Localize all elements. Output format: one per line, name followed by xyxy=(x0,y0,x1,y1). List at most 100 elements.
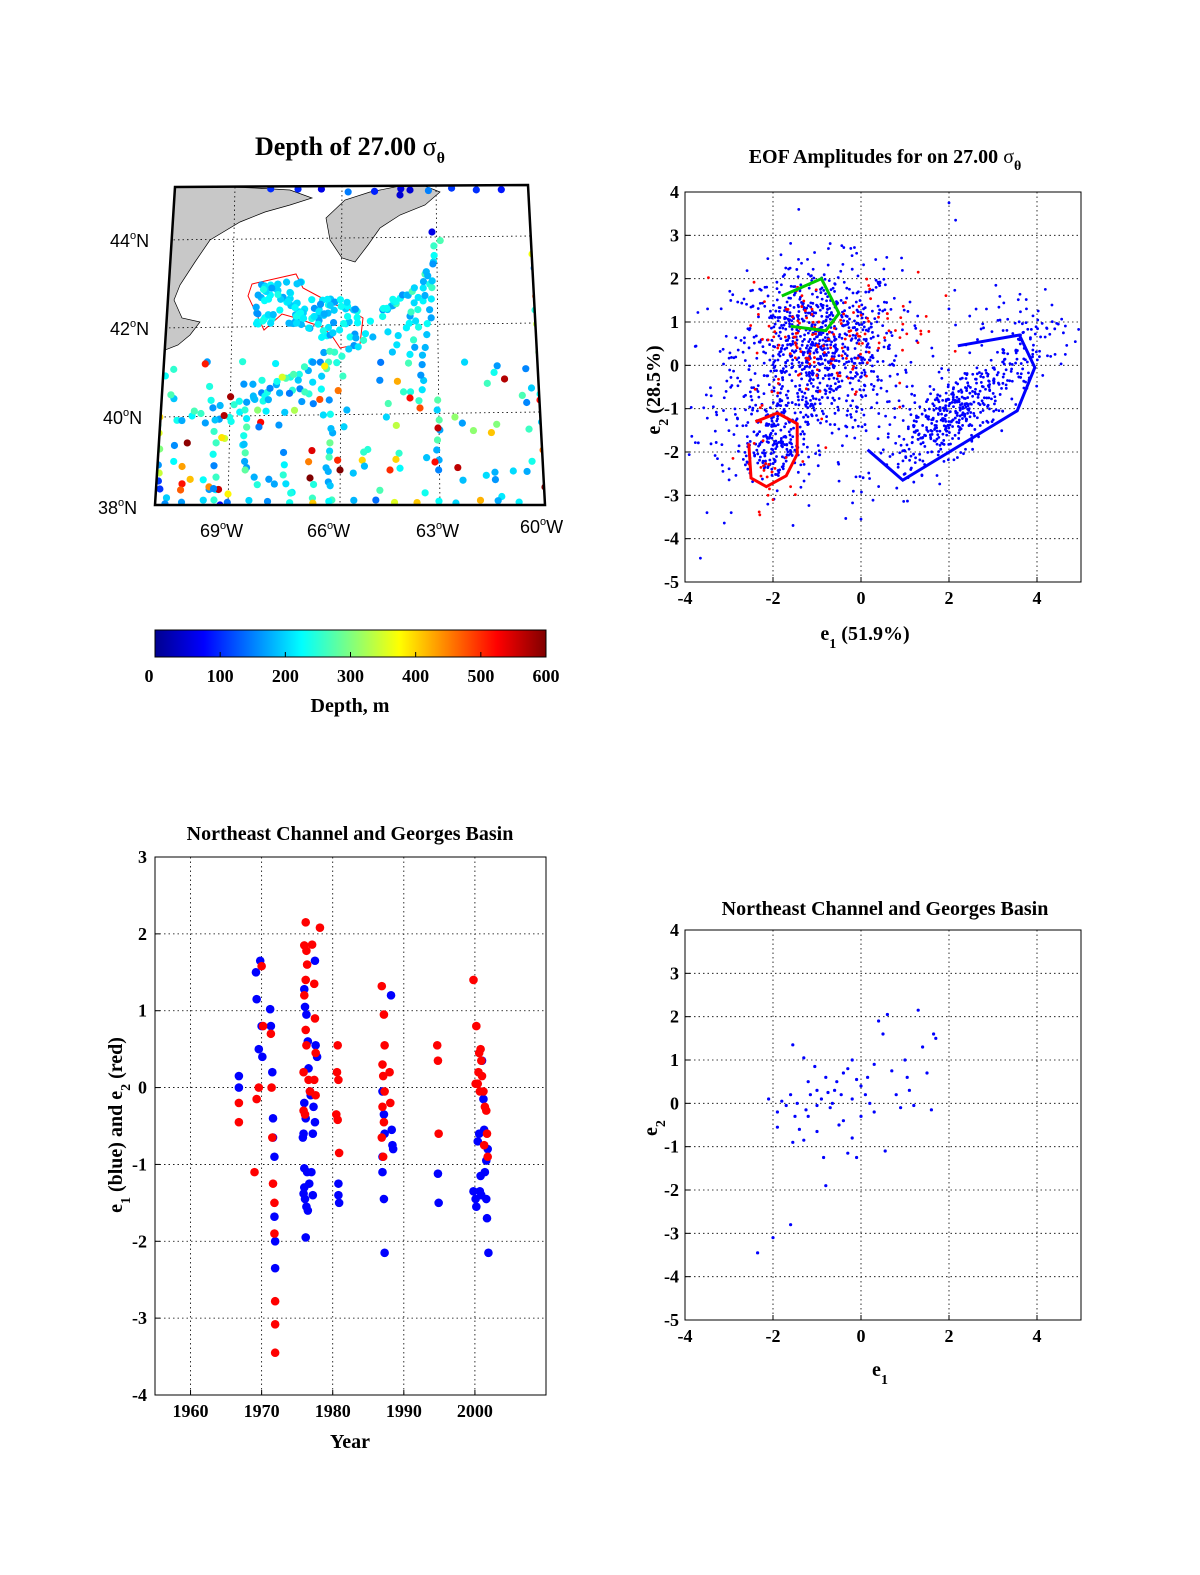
data-point xyxy=(773,345,777,349)
data-point xyxy=(905,1075,909,1079)
station-point xyxy=(259,285,268,294)
data-point xyxy=(840,444,844,448)
data-point xyxy=(946,385,950,389)
data-point xyxy=(776,469,780,472)
data-point xyxy=(234,1083,244,1092)
data-point xyxy=(1006,317,1010,321)
data-point xyxy=(268,1133,277,1142)
data-point xyxy=(311,1090,320,1100)
data-point xyxy=(722,396,726,400)
data-point xyxy=(892,359,896,362)
station-point xyxy=(406,186,414,194)
data-point xyxy=(997,382,1001,386)
data-point xyxy=(883,338,887,342)
data-point xyxy=(759,474,763,478)
data-point xyxy=(980,384,984,388)
data-point xyxy=(793,411,797,415)
data-point xyxy=(984,387,987,391)
data-point xyxy=(1020,322,1024,326)
data-point xyxy=(881,448,885,452)
data-point xyxy=(1017,375,1021,379)
data-point xyxy=(1021,367,1025,371)
data-point xyxy=(856,339,860,342)
data-point xyxy=(732,369,735,373)
data-point xyxy=(837,397,841,400)
data-point xyxy=(790,349,794,353)
data-point xyxy=(894,441,898,445)
sub-scatter-panel: Northeast Channel and Georges Basin -4 -2… xyxy=(640,898,1082,1388)
data-point xyxy=(377,1133,387,1142)
data-point xyxy=(849,404,853,408)
x-tick-label: 1960 xyxy=(173,1401,209,1421)
data-point xyxy=(934,424,938,427)
data-point xyxy=(948,431,951,434)
data-point xyxy=(722,362,725,366)
data-point xyxy=(806,331,810,335)
data-point xyxy=(798,364,802,367)
station-point xyxy=(324,323,333,332)
station-point xyxy=(320,348,328,357)
data-point xyxy=(762,350,765,354)
data-point xyxy=(912,419,916,423)
data-point xyxy=(856,310,860,314)
station-point xyxy=(389,295,397,303)
station-point xyxy=(386,466,394,474)
data-point xyxy=(820,304,824,308)
data-point xyxy=(300,1194,310,1204)
data-point xyxy=(908,458,912,462)
data-point xyxy=(944,419,948,423)
data-point xyxy=(974,387,977,391)
data-point xyxy=(843,345,847,349)
data-point xyxy=(945,409,949,413)
data-point xyxy=(877,341,881,345)
station-point xyxy=(454,463,462,472)
data-point xyxy=(913,324,917,328)
data-point xyxy=(1013,321,1017,325)
data-point xyxy=(721,347,725,351)
data-point xyxy=(924,414,928,418)
data-point xyxy=(870,406,873,409)
data-point xyxy=(865,277,869,281)
data-point xyxy=(307,940,317,949)
data-point xyxy=(808,374,811,378)
data-point xyxy=(898,451,902,455)
data-point xyxy=(982,326,985,330)
data-point xyxy=(758,458,761,462)
data-point xyxy=(815,335,818,339)
station-point xyxy=(360,448,368,456)
station-point xyxy=(183,439,191,447)
data-point xyxy=(925,426,928,429)
data-point xyxy=(879,386,883,390)
data-point xyxy=(883,336,886,340)
data-point xyxy=(769,326,773,330)
data-point xyxy=(779,404,783,408)
y-tick-label: -2 xyxy=(132,1231,147,1251)
data-point xyxy=(377,981,387,991)
data-point xyxy=(843,323,847,327)
data-point xyxy=(948,402,952,405)
data-point xyxy=(969,386,972,389)
data-point xyxy=(804,387,808,391)
data-point xyxy=(826,263,830,267)
station-point xyxy=(276,389,284,397)
colorbar-label: Depth, m xyxy=(311,695,390,717)
data-point xyxy=(905,443,909,447)
data-point xyxy=(995,373,999,377)
y-tick-label: 3 xyxy=(670,963,679,983)
data-point xyxy=(821,348,824,352)
data-point xyxy=(743,451,747,454)
data-point xyxy=(894,329,897,332)
data-point xyxy=(833,326,836,330)
data-point xyxy=(819,354,822,358)
data-point xyxy=(931,402,935,406)
data-point xyxy=(270,1263,280,1273)
data-point xyxy=(787,453,791,457)
data-point xyxy=(885,1012,890,1017)
data-point xyxy=(805,306,809,310)
data-point xyxy=(380,1248,389,1258)
data-point xyxy=(479,1140,489,1150)
data-point xyxy=(776,414,780,418)
data-point xyxy=(773,459,777,462)
data-point xyxy=(869,322,873,326)
data-point xyxy=(883,308,887,312)
